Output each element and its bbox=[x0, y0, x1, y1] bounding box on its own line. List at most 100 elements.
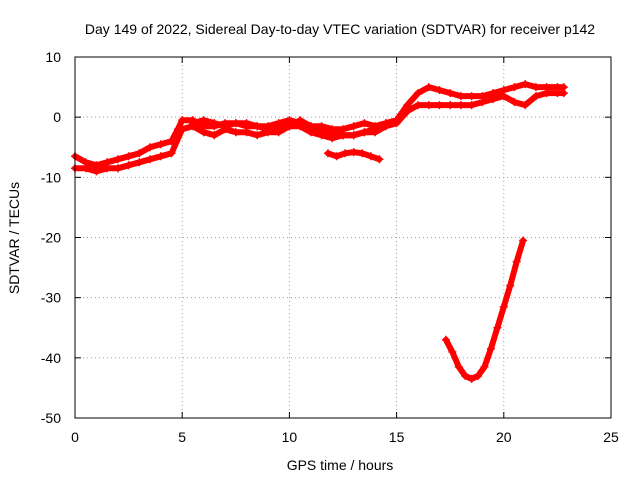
data-point bbox=[531, 83, 540, 92]
axis-ticks: 0 5 10 15 20 25 10 0 -10 -20 -30 -40 -50 bbox=[41, 49, 619, 445]
data-point bbox=[371, 125, 380, 134]
data-point bbox=[332, 152, 341, 161]
data-point bbox=[467, 92, 476, 101]
data-point bbox=[231, 128, 240, 137]
y-tick-label: -30 bbox=[41, 290, 61, 306]
data-point bbox=[274, 125, 283, 134]
data-point bbox=[375, 155, 384, 164]
y-axis-label: SDTVAR / TECUs bbox=[6, 182, 22, 294]
data-point bbox=[521, 101, 530, 110]
data-point bbox=[323, 149, 332, 158]
data-point bbox=[474, 371, 483, 380]
data-point bbox=[263, 125, 272, 134]
data-point bbox=[146, 143, 155, 152]
data-point bbox=[366, 152, 375, 161]
data-point bbox=[339, 131, 347, 140]
data-point bbox=[510, 83, 519, 92]
x-tick-label: 25 bbox=[603, 429, 619, 445]
data-point bbox=[103, 164, 112, 173]
data-point bbox=[392, 119, 401, 128]
data-point bbox=[317, 128, 326, 137]
data-point bbox=[113, 164, 122, 173]
series bbox=[71, 80, 568, 170]
data-point bbox=[467, 101, 476, 110]
data-point bbox=[512, 257, 521, 266]
data-point bbox=[499, 302, 508, 311]
data-point bbox=[456, 101, 465, 110]
data-point bbox=[349, 148, 358, 157]
x-axis-label: GPS time / hours bbox=[287, 457, 394, 473]
data-point bbox=[461, 371, 470, 380]
data-point bbox=[510, 98, 519, 107]
data-point bbox=[306, 122, 315, 131]
series bbox=[441, 236, 528, 383]
data-point bbox=[349, 122, 358, 131]
data-point bbox=[448, 347, 457, 356]
data-point bbox=[542, 89, 551, 98]
data-point bbox=[113, 155, 122, 164]
x-tick-label: 5 bbox=[178, 429, 186, 445]
data-point bbox=[199, 128, 208, 137]
data-point bbox=[92, 167, 101, 176]
data-point bbox=[124, 161, 133, 170]
data-point bbox=[478, 98, 487, 107]
data-point bbox=[480, 362, 489, 371]
data-point bbox=[253, 122, 262, 131]
data-point bbox=[167, 149, 176, 158]
data-point bbox=[135, 158, 144, 167]
data-point bbox=[231, 119, 240, 128]
data-point bbox=[296, 116, 305, 125]
data-point bbox=[489, 95, 498, 104]
data-point bbox=[124, 152, 133, 161]
data-point bbox=[210, 119, 219, 128]
data-point bbox=[242, 119, 251, 128]
data-point bbox=[499, 92, 508, 101]
data-point bbox=[135, 149, 144, 158]
data-point bbox=[519, 236, 528, 245]
x-tick-label: 15 bbox=[389, 429, 405, 445]
data-point bbox=[424, 101, 433, 110]
series bbox=[188, 116, 380, 140]
x-tick-label: 0 bbox=[71, 429, 79, 445]
data-point bbox=[521, 80, 530, 89]
data-point bbox=[210, 131, 219, 140]
data-point bbox=[414, 89, 423, 98]
data-point bbox=[360, 128, 369, 137]
data-point bbox=[328, 128, 337, 137]
data-point bbox=[467, 374, 476, 383]
data-point bbox=[146, 155, 155, 164]
data-point bbox=[81, 164, 90, 173]
y-tick-label: 0 bbox=[53, 109, 61, 125]
data-point bbox=[349, 131, 358, 140]
y-tick-label: -10 bbox=[41, 169, 61, 185]
data-point bbox=[178, 116, 187, 125]
data-point bbox=[253, 131, 262, 140]
data-point bbox=[341, 149, 350, 158]
data-point bbox=[403, 107, 412, 116]
data-point bbox=[358, 149, 367, 158]
data-point bbox=[435, 101, 444, 110]
data-point bbox=[435, 86, 444, 95]
data-point bbox=[414, 101, 423, 110]
chart-title: Day 149 of 2022, Sidereal Day-to-day VTE… bbox=[85, 21, 595, 37]
data-point bbox=[454, 362, 463, 371]
data-point bbox=[486, 344, 495, 353]
data-point bbox=[156, 140, 165, 149]
x-tick-label: 20 bbox=[496, 429, 512, 445]
data-point bbox=[156, 152, 165, 161]
data-point bbox=[506, 281, 515, 290]
data-point bbox=[446, 101, 455, 110]
data-point bbox=[221, 122, 230, 131]
data-point bbox=[531, 92, 540, 101]
data-point bbox=[446, 89, 455, 98]
y-tick-label: 10 bbox=[45, 49, 61, 65]
data-series bbox=[71, 80, 568, 383]
series-line bbox=[72, 81, 567, 169]
data-point bbox=[285, 122, 294, 131]
data-point bbox=[381, 122, 390, 131]
x-tick-label: 10 bbox=[282, 429, 298, 445]
grid-lines bbox=[75, 57, 611, 418]
data-point bbox=[441, 335, 450, 344]
